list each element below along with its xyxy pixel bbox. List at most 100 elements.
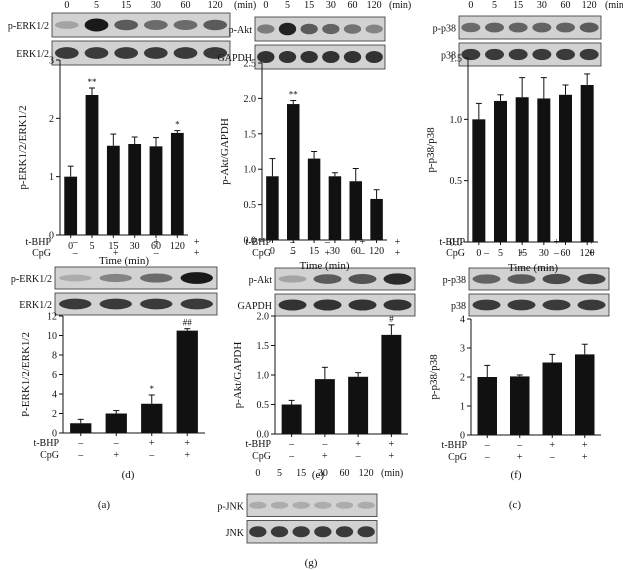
y-tick-label: 10 — [47, 331, 57, 342]
blot-band — [383, 299, 412, 311]
blot-band — [322, 51, 340, 63]
y-tick-label: 0.0 — [244, 236, 257, 247]
cpg-sign: + — [517, 452, 523, 463]
tbhp-sign: + — [582, 440, 588, 451]
blot-band — [508, 48, 528, 61]
tbhp-sign: – — [484, 440, 491, 451]
time-unit-label: (min) — [381, 468, 403, 479]
blot-band — [173, 20, 198, 30]
time-label: 0 — [263, 0, 268, 11]
blot-band — [343, 24, 362, 34]
tbhp-sign: – — [72, 237, 79, 248]
x-tick-label: 15 — [517, 248, 527, 259]
time-label: 60 — [181, 0, 191, 11]
panel-label: (g) — [305, 557, 318, 569]
blot-band — [203, 19, 228, 31]
x-tick-label: 30 — [330, 246, 340, 257]
bar — [149, 146, 163, 235]
blot-band — [292, 526, 310, 538]
blot-band — [292, 501, 310, 509]
blot-band — [300, 23, 318, 35]
y-tick-label: 8 — [52, 351, 57, 362]
cpg-sign: + — [113, 248, 119, 259]
time-label: 15 — [304, 0, 314, 11]
blot-band — [508, 22, 528, 33]
x-tick-label: 0 — [270, 246, 275, 257]
tbhp-sign: + — [549, 440, 555, 451]
time-label: 120 — [208, 0, 223, 11]
bar — [307, 158, 321, 240]
y-tick-label: 3 — [460, 344, 465, 355]
time-label: 5 — [94, 0, 99, 11]
cpg-label: CpG — [252, 248, 271, 259]
y-axis-label: P-ERK1/2/ERK1/2 — [20, 332, 32, 417]
y-tick-label: 1.0 — [244, 165, 257, 176]
panel-label: (e) — [312, 469, 325, 481]
y-tick-label: 2 — [460, 373, 465, 384]
x-axis-label: Time (min) — [508, 262, 558, 274]
blot-band — [54, 47, 79, 59]
significance-mark: * — [150, 384, 155, 394]
cpg-sign: – — [483, 248, 490, 259]
bar — [70, 423, 92, 433]
bar — [537, 98, 551, 242]
blot-band — [99, 298, 132, 310]
tbhp-label: t-BHP — [441, 440, 467, 451]
time-label: 0 — [468, 0, 473, 11]
blot-band — [314, 526, 332, 538]
time-label: 5 — [492, 0, 497, 11]
blot-band — [357, 526, 375, 538]
y-tick-label: 0 — [460, 431, 465, 442]
blot-band — [343, 51, 362, 63]
blot-strip — [274, 293, 416, 317]
time-label: 120 — [367, 0, 382, 11]
cpg-sign: + — [184, 450, 190, 461]
x-axis-label: Time (min) — [99, 255, 149, 267]
bar — [64, 176, 78, 235]
tbhp-sign: – — [288, 439, 295, 450]
y-tick-label: 2 — [49, 114, 54, 125]
tbhp-sign: – — [289, 237, 296, 248]
blot-band — [257, 51, 275, 63]
y-tick-label: 0.0 — [257, 430, 270, 441]
bar — [381, 334, 402, 434]
x-tick-label: 0 — [476, 248, 481, 259]
y-tick-label: 0 — [49, 231, 54, 242]
blot-label: p-ERK1/2 — [8, 21, 49, 32]
blot-band — [313, 274, 342, 284]
y-tick-label: 2.5 — [244, 59, 257, 70]
blot-label: p-Akt — [229, 25, 253, 36]
blot-strip — [254, 16, 386, 42]
tbhp-sign: + — [395, 237, 401, 248]
blot-band — [461, 48, 481, 61]
bar — [281, 404, 302, 434]
bar — [141, 403, 163, 433]
bar — [580, 84, 594, 242]
cpg-sign: – — [148, 450, 155, 461]
cpg-sign: – — [153, 248, 160, 259]
blot-band — [249, 501, 267, 509]
panel-label: (a) — [98, 499, 111, 511]
blot-strip — [254, 44, 386, 70]
blot-band — [579, 48, 599, 61]
tbhp-sign: + — [360, 237, 366, 248]
blot-band — [314, 501, 332, 509]
chart-b: 0.0 0.5 1.0 1.5 2.0 2.5 p-Akt/GAPDH ** 0 5 15 30 60 1… — [219, 59, 387, 272]
time-label: 30 — [537, 0, 547, 11]
blot-band — [203, 47, 228, 59]
y-tick-label: 1 — [49, 172, 54, 183]
bar — [266, 176, 279, 240]
blot-band — [114, 19, 139, 31]
y-tick-label: 1.5 — [244, 129, 257, 140]
cpg-label: CpG — [448, 452, 467, 463]
significance-mark: * — [175, 120, 180, 130]
blot-band — [532, 22, 552, 33]
blot-band — [357, 501, 375, 509]
panel-label: (c) — [509, 499, 522, 511]
time-unit-label: (min) — [234, 0, 256, 11]
tbhp-sign: – — [516, 440, 523, 451]
tbhp-label: t-BHP — [33, 438, 59, 449]
